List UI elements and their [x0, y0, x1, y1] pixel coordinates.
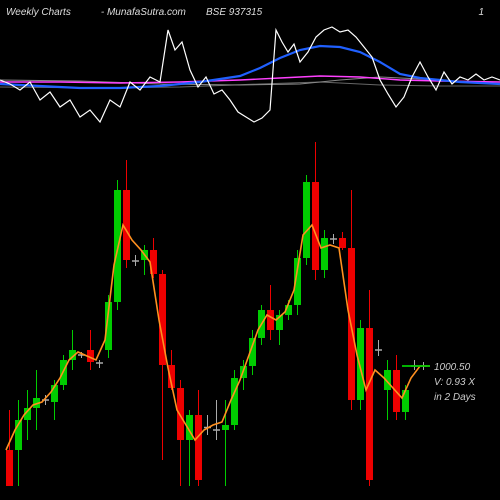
price-info-box: 1000.50 V: 0.93 X in 2 Days [434, 360, 496, 405]
page-number: 1 [478, 7, 484, 18]
price-panel [0, 130, 430, 486]
days-label: in 2 Days [434, 390, 496, 405]
volume-label: V: 0.93 X [434, 375, 496, 390]
indicator-panel [0, 22, 500, 130]
source-label: - MunafaSutra.com [101, 7, 186, 18]
chart-title: Weekly Charts [6, 7, 71, 18]
chart-header: Weekly Charts - MunafaSutra.com BSE 9373… [6, 4, 494, 20]
last-price: 1000.50 [434, 360, 496, 375]
symbol-label: BSE 937315 [206, 7, 262, 18]
